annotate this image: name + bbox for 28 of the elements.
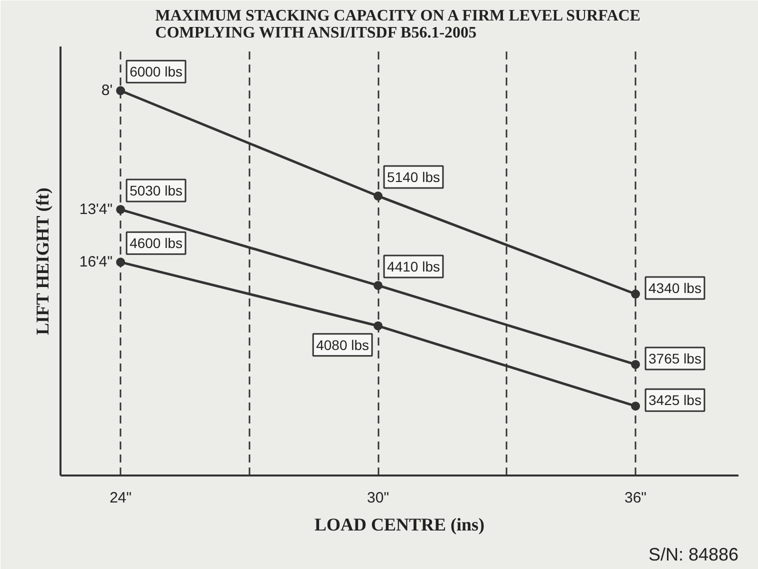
x-tick-label: 30" — [367, 490, 390, 506]
point — [374, 192, 383, 201]
data-label: 5030 lbs — [130, 182, 183, 198]
point — [631, 402, 640, 411]
data-label: 4340 lbs — [648, 280, 702, 296]
point — [116, 204, 126, 214]
point — [374, 280, 383, 290]
point — [631, 290, 640, 299]
x-axis-title: LOAD CENTRE (ins) — [314, 514, 485, 534]
point — [631, 360, 640, 369]
series-label: 8' — [101, 82, 113, 100]
point — [374, 321, 383, 330]
data-label: 3425 lbs — [648, 392, 702, 408]
data-label: 4080 lbs — [316, 336, 370, 353]
x-tick-label: 24" — [110, 490, 132, 506]
text: S/N: 84886 — [648, 544, 738, 564]
chart-title: MAXIMUM STACKING CAPACITY ON A FIRM LEVEL SURFACE COMPLYING WITH ANSI/ITSDF B56.1-2005 — [155, 8, 640, 42]
series-label: 16'4" — [79, 254, 113, 271]
data-label: 5140 lbs — [387, 169, 440, 186]
series-label: 13'4" — [79, 200, 113, 218]
data-label: 3765 lbs — [648, 350, 702, 366]
x-tick-label: 36" — [624, 490, 647, 506]
data-label: 6000 lbs — [130, 64, 183, 80]
data-label: 4410 lbs — [387, 258, 440, 274]
point — [116, 86, 126, 96]
data-label: 4600 lbs — [130, 235, 183, 252]
y-axis-title: LIFT HEIGHT (ft) — [32, 188, 52, 336]
point — [116, 258, 126, 267]
